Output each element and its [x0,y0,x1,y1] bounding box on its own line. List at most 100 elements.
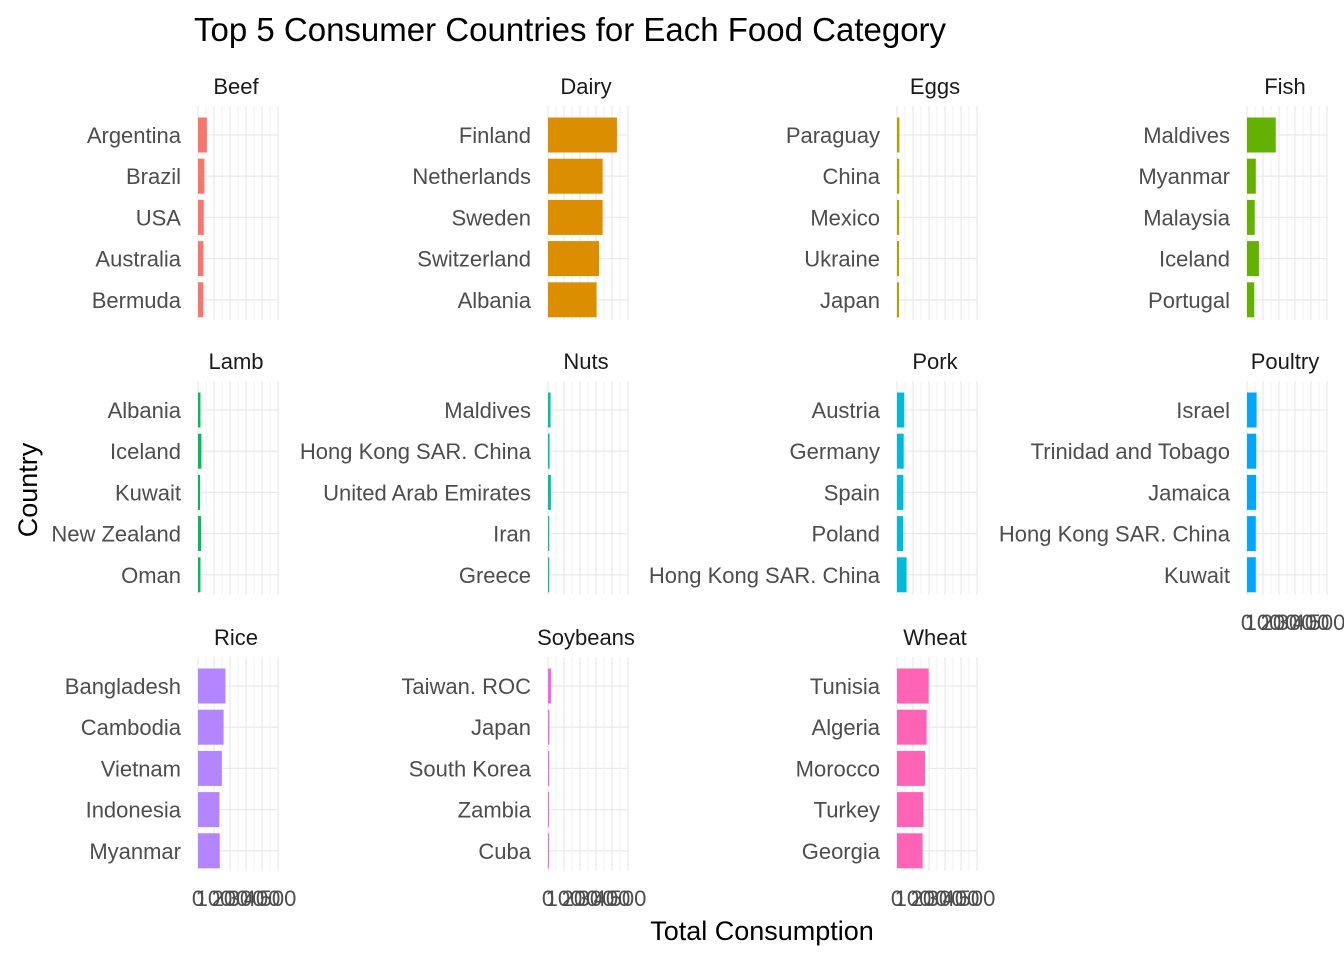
facet-nuts: Nuts Maldives Hong Kong SAR. China United A… [300,349,629,595]
country-label-switzerland: Switzerland [417,247,531,272]
bar-soybeans-taiwan-roc [548,668,552,704]
bar-dairy-finland [548,117,617,153]
x-tick-label: 200 [911,886,948,911]
bar-eggs-paraguay [897,117,900,153]
x-tick-label: 400 [594,886,631,911]
bar-dairy-albania [548,282,597,318]
facet-label-lamb: Lamb [208,349,263,374]
bar-wheat-turkey [897,792,924,828]
bar-beef-brazil [198,158,205,194]
facet-wheat: Wheat Tunisia Algeria Morocco Turkey Georgia 0… [796,625,996,911]
gridlines-beef [197,106,279,320]
country-label-japan: Japan [471,715,531,740]
bar-rice-indonesia [198,792,220,828]
country-label-albania: Albania [108,398,182,423]
bar-nuts-hong-kong-sar-china [548,433,550,469]
x-tick-label: 300 [927,886,964,911]
bar-rice-myanmar [198,833,220,869]
country-label-paraguay: Paraguay [786,123,880,148]
bar-fish-iceland [1247,241,1259,277]
country-label-portugal: Portugal [1148,288,1230,313]
country-label-netherlands: Netherlands [412,164,531,189]
country-label-kuwait: Kuwait [115,480,181,505]
x-tick-label: 500 [260,886,297,911]
gridlines-nuts [547,381,629,595]
bar-wheat-morocco [897,750,925,786]
facet-label-dairy: Dairy [560,74,611,99]
country-label-mexico: Mexico [810,205,880,230]
country-label-bermuda: Bermuda [92,288,182,313]
facet-panels: Beef Argentina Brazil USA Australia Bermuda Da… [51,74,1344,911]
x-tick-label: 100 [895,886,932,911]
bar-wheat-algeria [897,709,927,745]
facet-label-poultry: Poultry [1251,349,1319,374]
facet-label-nuts: Nuts [563,349,608,374]
bar-nuts-iran [548,516,550,552]
bar-beef-argentina [198,117,207,153]
x-tick-label: 300 [228,886,265,911]
bar-poultry-hong-kong-sar-china [1247,516,1256,552]
country-label-myanmar: Myanmar [1138,164,1230,189]
country-label-maldives: Maldives [444,398,531,423]
country-label-oman: Oman [121,563,181,588]
bar-dairy-sweden [548,199,603,235]
x-tick-label: 100 [546,886,583,911]
x-tick-label: 500 [610,886,647,911]
facet-label-pork: Pork [912,349,958,374]
country-label-morocco: Morocco [796,756,880,781]
bar-pork-germany [897,433,904,469]
gridlines-poultry [1246,381,1328,595]
facet-beef: Beef Argentina Brazil USA Australia Bermuda [87,74,279,320]
country-label-japan: Japan [820,288,880,313]
country-label-hong-kong-sar-china: Hong Kong SAR. China [300,439,532,464]
bar-soybeans-zambia [548,792,550,828]
bar-rice-bangladesh [198,668,226,704]
bar-eggs-mexico [897,199,900,235]
gridlines-pork [896,381,978,595]
facet-dairy: Dairy Finland Netherlands Sweden Switzerland… [412,74,629,320]
country-label-indonesia: Indonesia [86,798,182,823]
bar-lamb-kuwait [198,474,200,510]
facet-eggs: Eggs Paraguay China Mexico Ukraine Japan [786,74,978,320]
bar-poultry-israel [1247,392,1257,428]
bar-poultry-trinidad-and-tobago [1247,433,1257,469]
country-label-finland: Finland [459,123,531,148]
x-axis-title: Total Consumption [650,916,874,946]
country-label-iceland: Iceland [110,439,181,464]
facet-label-fish: Fish [1264,74,1306,99]
facet-fish: Fish Maldives Myanmar Malaysia Iceland Portug… [1138,74,1328,320]
facet-label-wheat: Wheat [903,625,967,650]
country-label-iran: Iran [493,522,531,547]
country-label-albania: Albania [458,288,532,313]
x-tick-label: 400 [943,886,980,911]
bar-beef-bermuda [198,282,204,318]
x-tick-label: 500 [959,886,996,911]
bar-pork-hong-kong-sar-china [897,557,907,593]
facet-label-soybeans: Soybeans [537,625,635,650]
x-tick-label: 200 [212,886,249,911]
facet-label-eggs: Eggs [910,74,960,99]
country-label-trinidad-and-tobago: Trinidad and Tobago [1031,439,1230,464]
x-tick-label: 300 [578,886,615,911]
country-label-maldives: Maldives [1143,123,1230,148]
bar-pork-poland [897,516,904,552]
x-tick-label: 400 [244,886,281,911]
country-label-iceland: Iceland [1159,247,1230,272]
bar-fish-maldives [1247,117,1276,153]
country-label-malaysia: Malaysia [1143,205,1231,230]
country-label-jamaica: Jamaica [1148,480,1231,505]
country-label-cambodia: Cambodia [81,715,182,740]
bar-beef-australia [198,241,204,277]
country-label-hong-kong-sar-china: Hong Kong SAR. China [649,563,881,588]
x-tick-label: 100 [1245,610,1282,635]
facet-label-beef: Beef [213,74,259,99]
bar-pork-spain [897,474,904,510]
country-label-south-korea: South Korea [409,756,532,781]
country-label-greece: Greece [459,563,531,588]
bar-rice-vietnam [198,750,222,786]
country-label-germany: Germany [790,439,880,464]
bar-rice-cambodia [198,709,224,745]
country-label-zambia: Zambia [458,798,532,823]
x-tick-label: 300 [1277,610,1314,635]
